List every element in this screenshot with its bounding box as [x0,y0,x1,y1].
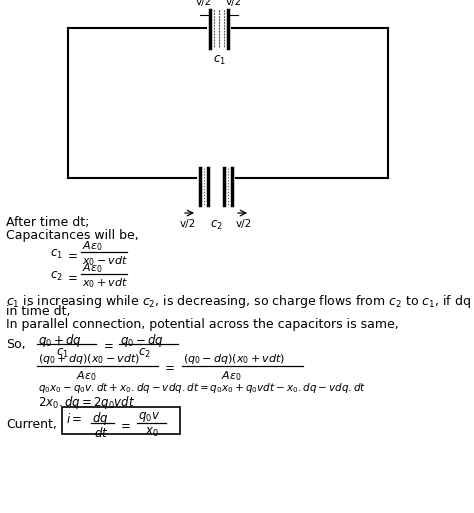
Text: $i =$: $i =$ [66,412,82,426]
Text: $x_0 + vdt$: $x_0 + vdt$ [82,276,128,290]
Text: v/2: v/2 [236,219,252,229]
Text: $c_2$: $c_2$ [210,219,222,232]
Text: $dt$: $dt$ [94,426,109,440]
Text: $x_0$: $x_0$ [145,426,159,439]
Text: $A\varepsilon_0$: $A\varepsilon_0$ [221,369,242,383]
Text: So,: So, [6,338,26,351]
Text: $=$: $=$ [101,338,114,351]
Text: Current,: Current, [6,418,57,431]
Text: $q_0v$: $q_0v$ [138,410,160,424]
Text: v/2: v/2 [226,0,242,7]
Text: $q_0x_0 - q_0v.dt + x_0.dq - vdq.dt = q_0x_0 + q_0vdt - x_0.dq - vdq.dt$: $q_0x_0 - q_0v.dt + x_0.dq - vdq.dt = q_… [38,381,366,395]
Text: $q_0 - dq$: $q_0 - dq$ [120,332,164,349]
Text: $(q_0 + dq)(x_0 - vdt)$: $(q_0 + dq)(x_0 - vdt)$ [38,352,140,366]
Text: $=$: $=$ [162,360,175,373]
Text: $=$: $=$ [65,248,78,261]
Text: Capacitances will be,: Capacitances will be, [6,229,139,242]
Text: $q_0 + dq$: $q_0 + dq$ [38,332,82,349]
Text: $c_1$: $c_1$ [50,248,63,261]
Text: $c_1$: $c_1$ [56,347,69,360]
Text: $=$: $=$ [118,418,131,431]
Text: v/2: v/2 [196,0,212,7]
Text: $x_0 - vdt$: $x_0 - vdt$ [82,254,128,268]
Text: $dq$: $dq$ [92,410,109,427]
Text: in time dt,: in time dt, [6,305,71,318]
Bar [62,407,180,434]
Text: $A\varepsilon_0$: $A\varepsilon_0$ [82,261,102,275]
Text: $A\varepsilon_0$: $A\varepsilon_0$ [76,369,97,383]
Text: After time dt;: After time dt; [6,216,90,229]
Text: $A\varepsilon_0$: $A\varepsilon_0$ [82,239,102,253]
Text: $2x_0.dq = 2q_0vdt$: $2x_0.dq = 2q_0vdt$ [38,394,135,411]
Text: $c_1$: $c_1$ [212,54,226,67]
Text: $c_1$ is increasing while $c_2$, is decreasing, so charge flows from $c_2$ to $c: $c_1$ is increasing while $c_2$, is decr… [6,293,474,310]
Text: $c_2$: $c_2$ [138,347,151,360]
Text: In parallel connection, potential across the capacitors is same,: In parallel connection, potential across… [6,318,399,331]
Text: v/2: v/2 [180,219,196,229]
Text: $(q_0 - dq)(x_0 + vdt)$: $(q_0 - dq)(x_0 + vdt)$ [183,352,285,366]
Text: $c_2$: $c_2$ [50,270,63,283]
Text: $=$: $=$ [65,270,78,283]
